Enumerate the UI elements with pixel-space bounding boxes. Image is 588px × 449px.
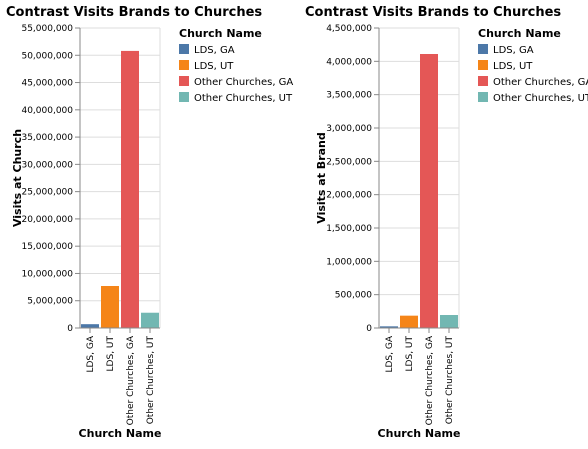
y-tick-label: 4,000,000 — [326, 57, 372, 67]
legend-label-2: LDS, UT — [194, 61, 234, 72]
legend-swatch-2 — [478, 60, 488, 70]
y-tick-label: 30,000,000 — [21, 160, 73, 170]
x-tick-label: Other Churches, GA — [425, 335, 435, 425]
legend-swatch-1 — [478, 44, 488, 54]
x-tick-label: LDS, GA — [385, 335, 395, 372]
y-tick-label: 4,500,000 — [326, 24, 372, 34]
x-tick-label: Other Churches, GA — [126, 335, 136, 425]
bar-4 — [141, 313, 159, 328]
legend-label-3: Other Churches, GA — [493, 77, 588, 88]
legend-label-2: LDS, UT — [493, 61, 533, 72]
legend-swatch-1 — [179, 44, 189, 54]
legend-title: Church Name — [478, 27, 561, 40]
legend-title: Church Name — [179, 27, 262, 40]
y-tick-label: 2,000,000 — [326, 191, 372, 201]
chart-1: Contrast Visits Brands to Churches 0 5,000… — [6, 5, 293, 440]
chart-title: Contrast Visits Brands to Churches — [6, 5, 262, 20]
bar-3 — [121, 51, 139, 328]
legend-label-1: LDS, GA — [493, 45, 534, 56]
y-tick-label: 1,000,000 — [326, 257, 372, 267]
y-tick-label: 5,000,000 — [27, 297, 73, 307]
legend-swatch-2 — [179, 60, 189, 70]
y-tick-label: 50,000,000 — [21, 51, 73, 61]
legend-swatch-4 — [179, 92, 189, 102]
legend-label-3: Other Churches, GA — [194, 77, 293, 88]
y-tick-label: 500,000 — [335, 291, 372, 301]
chart-2: Contrast Visits Brands to Churches 0 500,0… — [305, 5, 588, 440]
y-tick-label: 1,500,000 — [326, 224, 372, 234]
legend-swatch-3 — [179, 76, 189, 86]
chart-title: Contrast Visits Brands to Churches — [305, 5, 561, 20]
y-tick-label: 0 — [366, 324, 372, 334]
legend-swatch-4 — [478, 92, 488, 102]
y-tick-label: 55,000,000 — [21, 24, 73, 34]
y-tick-label: 10,000,000 — [21, 269, 73, 279]
y-tick-label: 15,000,000 — [21, 242, 73, 252]
x-axis-title: Church Name — [79, 427, 162, 440]
legend: Church Name LDS, GA LDS, UT Other Churches,… — [478, 27, 588, 104]
y-axis-title: Visits at Brand — [315, 132, 328, 224]
bar-4 — [440, 315, 458, 328]
y-axis-title: Visits at Church — [11, 129, 24, 227]
bar-2 — [101, 286, 119, 328]
x-tick-label: LDS, GA — [86, 335, 96, 372]
y-tick-label: 35,000,000 — [21, 133, 73, 143]
y-tick-label: 2,500,000 — [326, 157, 372, 167]
legend-label-4: Other Churches, UT — [194, 93, 293, 104]
y-tick-label: 45,000,000 — [21, 79, 73, 89]
x-tick-label: LDS, UT — [106, 336, 116, 372]
y-tick-label: 20,000,000 — [21, 215, 73, 225]
y-tick-label: 3,000,000 — [326, 124, 372, 134]
y-tick-label: 40,000,000 — [21, 106, 73, 116]
legend-label-4: Other Churches, UT — [493, 93, 588, 104]
legend-label-1: LDS, GA — [194, 45, 235, 56]
x-tick-label: Other Churches, UT — [445, 335, 455, 424]
bar-3 — [420, 54, 438, 328]
y-tick-label: 25,000,000 — [21, 188, 73, 198]
x-tick-label: Other Churches, UT — [146, 335, 156, 424]
legend: Church Name LDS, GA LDS, UT Other Churches,… — [179, 27, 293, 104]
bar-2 — [400, 316, 418, 328]
y-tick-label: 3,500,000 — [326, 91, 372, 101]
x-axis-title: Church Name — [378, 427, 461, 440]
x-tick-label: LDS, UT — [405, 336, 415, 372]
legend-swatch-3 — [478, 76, 488, 86]
y-tick-label: 0 — [67, 324, 73, 334]
bar-1 — [81, 324, 99, 328]
